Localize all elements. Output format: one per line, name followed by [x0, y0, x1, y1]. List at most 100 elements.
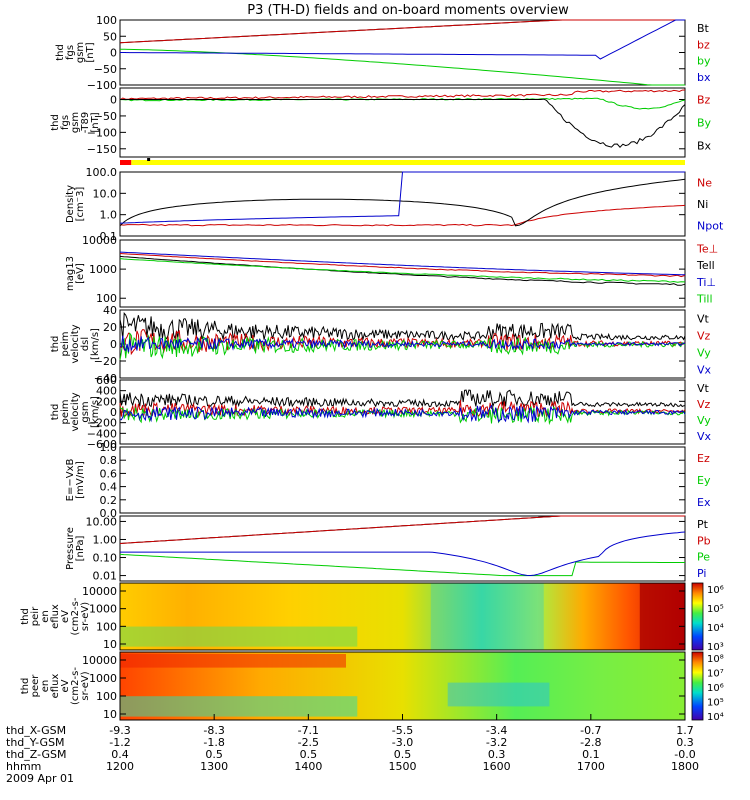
colorbar [691, 582, 704, 651]
y-tick-label: 100 [96, 690, 117, 703]
y-axis-label-line: Density [65, 185, 76, 223]
y-tick-label: 10 [103, 708, 117, 721]
x-axis-value: -2.5 [298, 736, 319, 749]
series-pi [120, 531, 686, 577]
y-axis-label-line: velocity [70, 324, 81, 363]
series-ti-par [119, 258, 686, 283]
y-tick-label: −100 [87, 79, 117, 92]
y-axis-label-line: mag13 [65, 256, 76, 291]
colorbar-tick-label: 10⁶ [707, 585, 724, 596]
x-axis-value: -3.2 [486, 736, 507, 749]
y-tick-label: 1.0 [100, 209, 118, 222]
series-bt [119, 19, 685, 44]
y-axis-label-line: fgs [60, 115, 71, 130]
legend-entry: Pb [697, 534, 711, 547]
series-vx [119, 404, 686, 424]
x-axis-value: -3.0 [392, 736, 413, 749]
y-tick-label: 100 [96, 292, 117, 305]
y-tick-label: 100.0 [86, 166, 118, 179]
colorbar-tick-label: 10⁴ [707, 623, 724, 634]
y-axis-label: E=−VxB [mV/m] [65, 459, 86, 502]
x-axis-value: -2.8 [580, 736, 601, 749]
y-axis-label-line: peim [60, 399, 71, 424]
y-tick-label: 10000 [82, 654, 117, 667]
colorbar-tick-label: 10⁴ [707, 712, 724, 723]
y-axis-label-line: eflux [50, 674, 61, 699]
y-axis-label-line: [nT] [85, 42, 96, 62]
y-tick-label: 1.0 [100, 441, 118, 454]
colorbar-tick-label: 10³ [707, 642, 724, 653]
panel-frame [119, 446, 686, 514]
series-by [120, 48, 685, 86]
y-axis-label: thd fgs gsm [nT] [55, 42, 96, 63]
y-axis-label-line: fgs [65, 45, 76, 60]
panel-frame [119, 515, 686, 582]
panel-frame [119, 87, 686, 158]
series-pt [119, 515, 685, 544]
x-axis-value: -8.3 [203, 724, 224, 737]
y-tick-label: 100 [96, 14, 117, 27]
legend-entry: Vt [697, 382, 710, 395]
y-tick-label: 10 [103, 638, 117, 651]
y-axis-label: thd fgs gsm -T89 [nT] [50, 112, 101, 134]
legend-entry: Vt [697, 313, 710, 326]
y-axis-label: thd peim velocity gsm [km/s] [50, 392, 101, 431]
y-tick-label: −600 [87, 438, 117, 451]
x-axis-value: 1300 [200, 760, 228, 773]
series-ne [119, 204, 686, 227]
series-bx [120, 98, 686, 148]
y-tick-label: 200 [96, 395, 117, 408]
y-tick-label: 0 [110, 406, 117, 419]
series-te-par [119, 255, 686, 286]
colorbar-tick-label: 10⁶ [707, 683, 724, 694]
colorbar-tick-label: 10⁸ [707, 654, 724, 665]
legend-entry: Vz [697, 398, 711, 411]
mode-bar-segment [120, 160, 132, 165]
legend-entry: by [697, 55, 711, 68]
y-axis-label-line: en [40, 610, 51, 623]
legend-entry: Te⊥ [696, 242, 718, 255]
x-axis-date: 2009 Apr 01 [6, 772, 74, 785]
y-axis-label-line: thd [50, 114, 61, 131]
y-tick-label: 1000 [89, 263, 117, 276]
x-axis-value: -0.0 [674, 748, 695, 761]
colorbar-tick-label: 10⁵ [707, 698, 724, 709]
x-axis-value: 0.5 [394, 748, 412, 761]
y-tick-label: 0.6 [100, 467, 118, 480]
y-tick-label: 1000 [89, 672, 117, 685]
series-bz [119, 19, 685, 44]
y-tick-label: 0.0 [100, 507, 118, 520]
y-tick-label: 20 [103, 321, 117, 334]
y-axis-label-line: [mV/m] [75, 461, 86, 499]
legend-entry: Pi [697, 567, 706, 580]
series-npot [119, 171, 685, 224]
x-axis-row-label: thd_X-GSM [6, 724, 66, 737]
y-axis-label-line: dsl [80, 337, 91, 351]
y-axis-label-line: Pressure [65, 527, 76, 570]
y-tick-label: 0 [110, 94, 117, 107]
y-axis-label-line: [nPa] [75, 535, 86, 561]
y-axis-label: thd peer en eflux eV (cm2-s-sr-eV) [20, 667, 91, 705]
panel-frame [119, 19, 686, 86]
colorbar-tick-label: 10⁵ [707, 604, 724, 615]
legend-entry: Ey [697, 474, 711, 487]
y-tick-label: 0 [110, 338, 117, 351]
colorbar-tick-label: 10⁷ [707, 669, 724, 680]
legend-entry: Bz [697, 94, 711, 107]
y-tick-label: 1.00 [93, 533, 118, 546]
y-tick-label: 0.01 [93, 570, 118, 583]
y-tick-label: 1000 [89, 603, 117, 616]
y-axis-label: thd peir en eflux eV (cm2-s-sr-eV) [20, 597, 91, 635]
legend-entry: Ti⊥ [696, 276, 716, 289]
y-axis-label: Density [cm⁻3] [65, 185, 86, 223]
y-axis-label-line: E=−VxB [65, 459, 76, 502]
y-axis-label-line: velocity [70, 392, 81, 431]
legend-entry: Npot [697, 219, 724, 232]
series-vt [119, 312, 686, 342]
y-axis-label-line: peer [30, 674, 41, 698]
mode-bar-marker [147, 158, 151, 161]
series-bx [120, 19, 685, 60]
spectrogram-band [639, 583, 685, 650]
y-axis-label-line: thd [55, 44, 66, 61]
x-axis-value: -0.7 [580, 724, 601, 737]
